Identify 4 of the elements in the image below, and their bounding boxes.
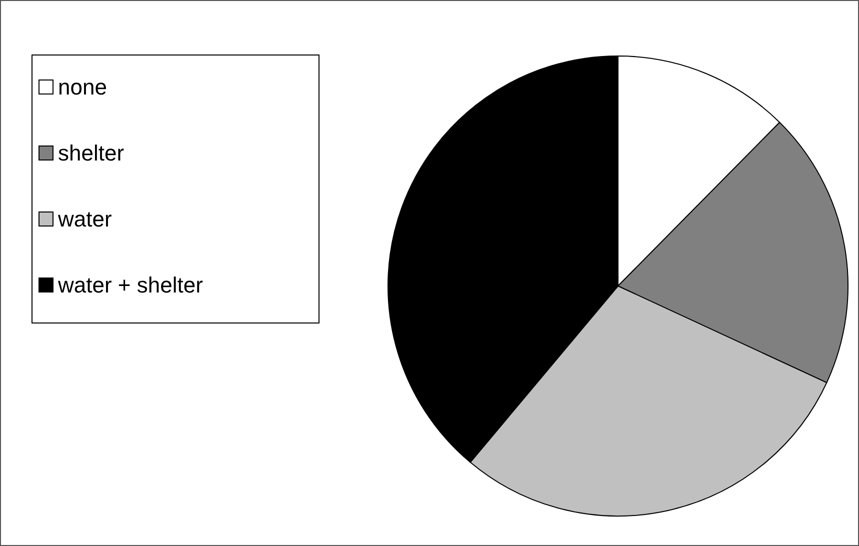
legend-label: water — [57, 206, 112, 232]
legend-label: shelter — [58, 140, 124, 166]
legend-label: none — [58, 74, 107, 100]
legend-label: water + shelter — [57, 272, 203, 298]
